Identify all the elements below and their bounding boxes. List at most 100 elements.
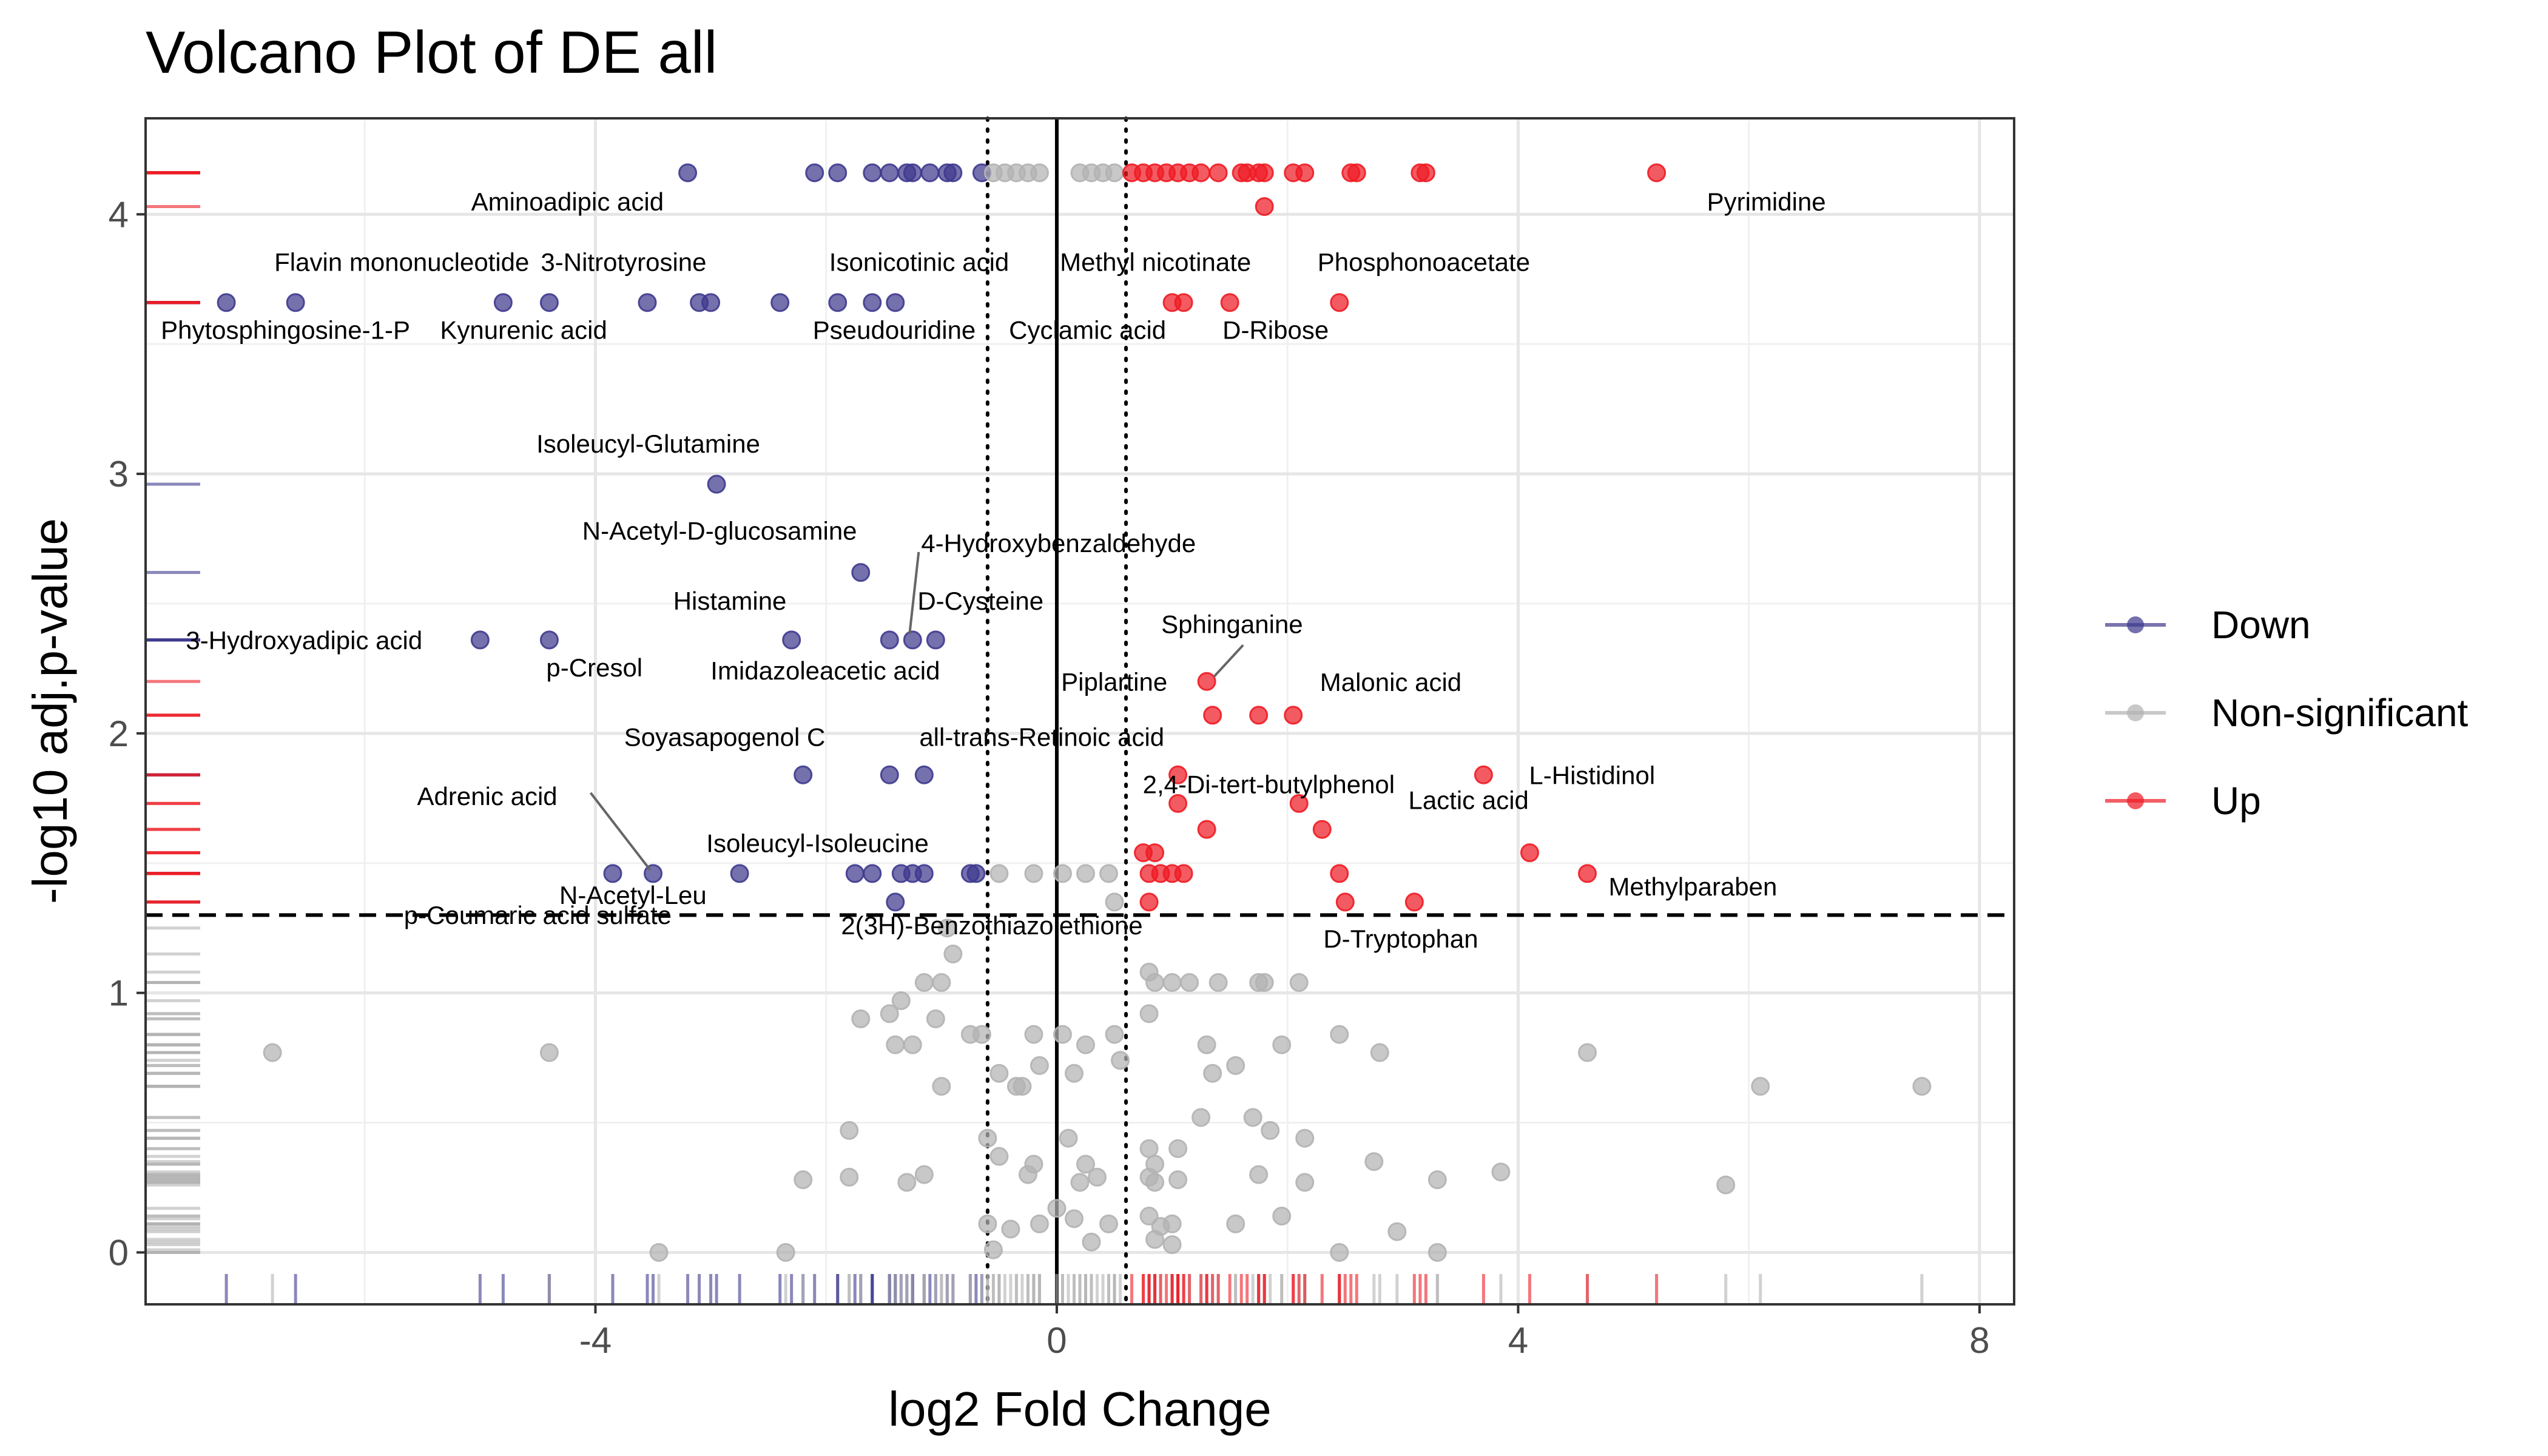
data-point-ns	[1272, 1207, 1292, 1226]
point-label: Soyasapogenol C	[624, 723, 826, 751]
panel-border	[144, 117, 2015, 1306]
plot-panel: Aminoadipic acid Pyrimidine Flavin mononuc…	[144, 116, 2015, 1306]
data-point-up	[1404, 892, 1424, 912]
data-point-ns	[1082, 1232, 1101, 1252]
y-tick-label: 0	[109, 1232, 129, 1273]
data-point-up	[1197, 820, 1216, 839]
legend-key-point	[2127, 792, 2144, 809]
point-label: Lactic acid	[1408, 786, 1528, 815]
data-point-up	[1220, 293, 1239, 312]
data-point-ns	[1203, 1063, 1222, 1083]
data-point-ns	[1162, 1214, 1182, 1233]
point-label: Cyclamic acid	[1009, 316, 1166, 345]
data-point-ns	[1491, 1162, 1511, 1182]
data-point-up	[1335, 892, 1355, 912]
data-point-ns	[1070, 1173, 1090, 1192]
point-label: Pseudouridine	[813, 316, 976, 345]
data-point-down	[603, 864, 622, 883]
data-point-down	[701, 293, 721, 312]
data-point-ns	[978, 1128, 997, 1148]
data-point-down	[851, 563, 871, 582]
data-point-ns	[1047, 1199, 1067, 1218]
data-point-down	[966, 864, 986, 883]
y-tick-label: 3	[109, 454, 129, 494]
data-point-ns	[263, 1043, 282, 1062]
data-point-ns	[1162, 1235, 1182, 1255]
data-point-ns	[1751, 1077, 1770, 1096]
data-point-ns	[1716, 1175, 1736, 1195]
data-point-up	[1474, 765, 1493, 784]
data-point-ns	[1076, 1035, 1096, 1054]
data-point-ns	[1168, 1170, 1188, 1190]
data-point-up	[1174, 864, 1193, 883]
point-label: Malonic acid	[1320, 668, 1461, 696]
data-point-up	[1330, 293, 1349, 312]
data-point-ns	[932, 973, 951, 993]
data-point-ns	[1139, 1004, 1159, 1023]
data-point-ns	[1272, 1035, 1292, 1054]
y-axis-title: -log10 adj.p-value	[23, 518, 77, 904]
data-point-ns	[539, 1043, 559, 1062]
data-point-ns	[1064, 1209, 1084, 1228]
data-point-up	[1347, 163, 1366, 183]
data-point-ns	[914, 1165, 934, 1184]
point-label: Piplartine	[1061, 667, 1167, 696]
data-point-down	[914, 864, 934, 883]
data-point-ns	[1088, 1167, 1107, 1187]
data-point-ns	[1387, 1222, 1407, 1241]
data-point-down	[805, 163, 824, 183]
panel-background	[146, 118, 2014, 1304]
label-leader-line	[908, 551, 920, 635]
data-point-ns	[914, 973, 934, 993]
data-point-ns	[880, 1004, 899, 1023]
data-point-down	[730, 864, 749, 883]
point-label: N-Acetyl-D-glucosamine	[582, 517, 857, 545]
data-point-down	[903, 630, 922, 650]
y-axis: 0 1 2 3 4	[109, 194, 146, 1273]
legend-key-point	[2127, 616, 2144, 633]
legend-label: Non-significant	[2211, 691, 2469, 735]
data-point-up	[1203, 706, 1222, 725]
data-point-ns	[1295, 1128, 1315, 1148]
data-point-ns	[840, 1121, 859, 1140]
data-point-ns	[1427, 1170, 1447, 1190]
data-point-ns	[1330, 1242, 1349, 1262]
data-point-ns	[1076, 864, 1096, 883]
data-point-ns	[1030, 1214, 1049, 1233]
data-point-ns	[1030, 163, 1049, 183]
data-point-up	[1295, 163, 1315, 183]
data-point-up	[1174, 293, 1193, 312]
data-point-ns	[649, 1242, 669, 1262]
point-label: Methylparaben	[1609, 872, 1778, 901]
data-point-ns	[1099, 1214, 1119, 1233]
data-point-down	[782, 630, 801, 650]
data-point-ns	[776, 1242, 795, 1262]
data-point-ns	[897, 1173, 917, 1192]
point-label: Kynurenic acid	[440, 316, 607, 345]
point-label: Sphinganine	[1161, 610, 1303, 638]
data-point-ns	[1053, 1025, 1072, 1044]
data-point-ns	[1912, 1077, 1932, 1096]
data-point-up	[1249, 706, 1269, 725]
data-point-ns	[1076, 1154, 1096, 1174]
data-point-down	[863, 293, 882, 312]
data-point-ns	[1370, 1043, 1389, 1062]
data-point-ns	[1249, 1165, 1269, 1184]
data-point-up	[1578, 864, 1597, 883]
data-point-up	[1145, 843, 1165, 863]
data-point-up	[1330, 864, 1349, 883]
point-label: Adrenic acid	[417, 782, 558, 811]
x-tick-label: 4	[1508, 1320, 1528, 1361]
data-point-down	[920, 163, 940, 183]
point-label: Aminoadipic acid	[471, 187, 664, 216]
data-point-ns	[903, 1035, 922, 1054]
data-point-ns	[972, 1025, 991, 1044]
data-point-up	[1284, 706, 1303, 725]
point-label: all-trans-Retinoic acid	[919, 723, 1164, 751]
data-point-down	[707, 474, 726, 494]
point-label: Isonicotinic acid	[829, 248, 1009, 277]
data-point-up	[1312, 820, 1332, 839]
data-point-ns	[1145, 1173, 1165, 1192]
data-point-ns	[1255, 973, 1274, 993]
